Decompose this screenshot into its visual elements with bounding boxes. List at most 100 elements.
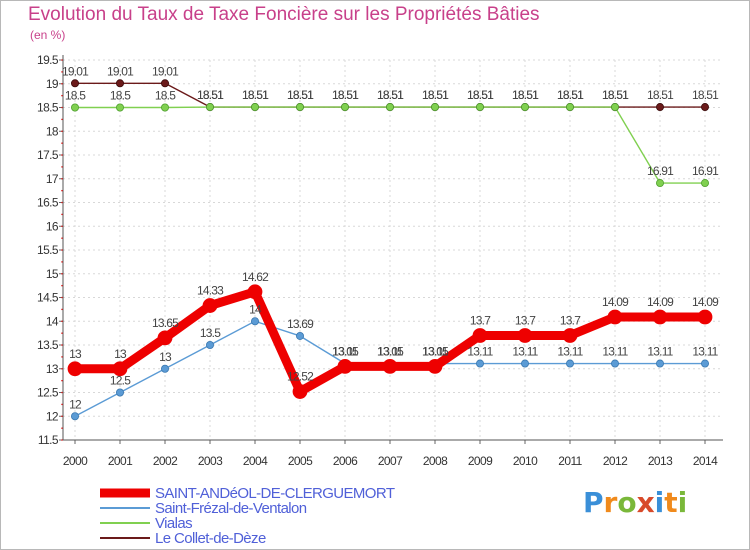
data-label: 18.51	[332, 88, 359, 102]
data-label: 18.51	[422, 88, 449, 102]
data-point	[385, 103, 394, 112]
data-label: 18.51	[287, 88, 314, 102]
data-label: 18.51	[512, 88, 539, 102]
y-minor-dot	[61, 439, 63, 441]
x-tick-label: 2008	[423, 454, 448, 468]
data-label: 13.11	[512, 345, 538, 359]
data-label: 13.05	[332, 344, 359, 358]
y-minor-dot	[61, 237, 63, 239]
y-minor-dot	[61, 82, 63, 85]
data-label: 13.5	[200, 326, 221, 340]
data-point	[205, 103, 214, 112]
data-label: 18.51	[557, 88, 584, 102]
data-label: 13.69	[287, 317, 314, 331]
y-minor-dot	[61, 332, 63, 334]
y-minor-dot	[61, 391, 63, 394]
legend-label: Le Collet-de-Dèze	[155, 530, 266, 547]
x-tick-label: 2002	[153, 454, 178, 468]
data-label: 13.65	[152, 316, 179, 330]
data-point	[116, 79, 125, 88]
data-label: 13.11	[557, 345, 583, 359]
chart-title: Evolution du Taux de Taxe Foncière sur l…	[28, 4, 540, 25]
data-point	[701, 359, 710, 368]
x-tick-label: 2011	[558, 454, 582, 468]
data-label: 16.91	[692, 164, 719, 178]
y-tick-label: 18.5	[37, 101, 59, 115]
data-label: 12.52	[287, 370, 314, 384]
y-tick-label: 16	[46, 219, 59, 233]
proxiti-logo: Proxiti	[583, 486, 687, 519]
data-point	[701, 103, 710, 112]
data-point	[475, 359, 484, 368]
x-tick-label: 2013	[648, 454, 673, 468]
x-tick-label: 2006	[333, 454, 358, 468]
y-tick-label: 19.5	[37, 53, 59, 67]
data-point	[116, 388, 125, 397]
series-points	[67, 79, 713, 421]
data-label: 16.91	[647, 164, 674, 178]
data-label: 18.51	[197, 88, 224, 102]
data-label: 18.51	[242, 88, 269, 102]
y-tick-label: 13	[46, 362, 59, 376]
data-label: 18.51	[602, 88, 629, 102]
y-minor-dot	[61, 284, 63, 287]
data-label: 18.51	[692, 88, 719, 102]
data-label: 19.01	[62, 64, 89, 78]
y-minor-dot	[61, 118, 63, 121]
data-label: 13.11	[467, 345, 493, 359]
data-label: 14.33	[197, 284, 224, 298]
x-tick-label: 2000	[63, 454, 88, 468]
data-point	[521, 103, 530, 112]
y-minor-dot	[61, 272, 63, 275]
data-point	[295, 331, 304, 340]
y-tick-label: 19	[46, 77, 59, 91]
data-point	[295, 103, 304, 112]
data-point	[160, 79, 169, 88]
data-point	[247, 284, 263, 300]
legend-label: Saint-Frézal-de-Ventalon	[155, 500, 307, 517]
data-label: 18.5	[155, 89, 176, 103]
data-point	[337, 358, 353, 374]
data-point	[205, 340, 214, 349]
y-tick-label: 11.5	[38, 433, 59, 447]
data-label: 13	[69, 347, 82, 361]
data-label: 18.51	[467, 88, 494, 102]
y-minor-dot	[61, 71, 63, 73]
y-minor-dot	[61, 130, 63, 133]
data-point	[340, 103, 349, 112]
logo-letter: P	[583, 486, 604, 519]
y-tick-label: 13.5	[37, 338, 59, 352]
data-label: 18.5	[110, 89, 131, 103]
data-point	[71, 103, 80, 112]
data-point	[611, 359, 620, 368]
data-point	[116, 103, 125, 112]
y-minor-dot	[61, 261, 63, 263]
data-label: 18.51	[242, 88, 269, 102]
legend: SAINT-ANDéOL-DE-CLERGUEMORTSaint-Frézal-…	[100, 485, 395, 547]
logo-letter: i	[677, 486, 688, 519]
data-label: 18.51	[287, 88, 314, 102]
data-label: 14.09	[647, 295, 674, 309]
logo-letter: i	[654, 486, 665, 519]
data-label: 14	[249, 302, 262, 316]
data-point	[71, 412, 80, 421]
data-label: 18.51	[602, 88, 629, 102]
x-tick-label: 2012	[603, 454, 628, 468]
x-tick-label: 2001	[108, 454, 133, 468]
y-tick-label: 12	[46, 409, 59, 423]
x-tick-label: 2004	[243, 454, 268, 468]
data-label: 13.11	[692, 345, 718, 359]
data-label: 18.51	[332, 88, 359, 102]
legend-label: SAINT-ANDéOL-DE-CLERGUEMORT	[155, 485, 395, 502]
data-label: 12.5	[110, 374, 131, 388]
data-point	[566, 103, 575, 112]
y-minor-dot	[61, 320, 63, 323]
x-tick-label: 2005	[288, 454, 313, 468]
data-point	[656, 179, 665, 188]
data-point	[157, 330, 173, 346]
y-tick-label: 17	[46, 172, 59, 186]
data-label: 13.11	[602, 345, 628, 359]
x-tick-label: 2009	[468, 454, 493, 468]
y-minor-dot	[61, 356, 63, 358]
